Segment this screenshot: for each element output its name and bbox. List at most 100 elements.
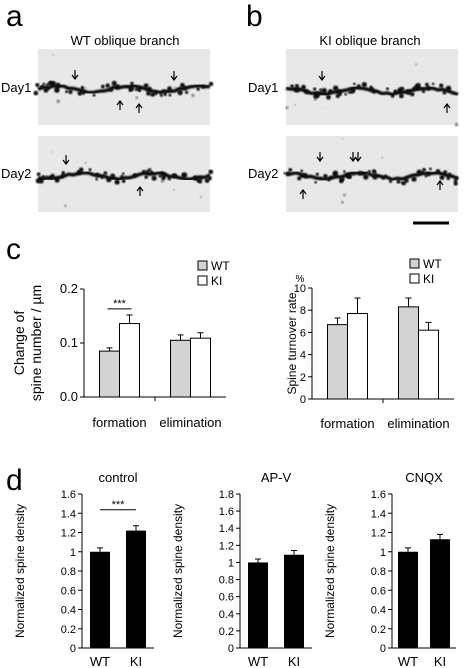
bar-wt-formation (99, 350, 120, 398)
category-label: KI (288, 654, 300, 668)
y-tick-label: 0.4 (61, 605, 76, 617)
y-axis-label: spine number / µm (28, 285, 44, 401)
bar-ki-elimination (190, 337, 211, 398)
chart-d-control: 0 0.2 0.4 0.6 0.8 1 1.2 1.4 1.6 WT KI control Normal… (13, 470, 154, 668)
bar-ki-formation (119, 323, 140, 398)
panel-b-title: KI oblique branch (319, 33, 420, 48)
chart-title: CNQX (405, 470, 443, 485)
dendrite-ki-day1 (285, 63, 459, 127)
y-tick-label: 0.2 (60, 281, 78, 296)
y-axis-label: Spine turnover rate (285, 292, 299, 394)
legend-label-wt: WT (423, 257, 442, 271)
legend-label-ki: KI (211, 274, 222, 288)
category-label: elimination (387, 416, 449, 431)
chart-title: AP-V (261, 470, 292, 485)
y-tick-label: 1.4 (371, 508, 386, 520)
spine-arrow-icon (71, 70, 79, 80)
micrograph-group (38, 49, 458, 212)
spine-arrow-icon (349, 152, 357, 162)
y-tick-label: 1.4 (61, 508, 76, 520)
bar-ki (126, 530, 146, 648)
y-tick-label: 1.2 (371, 528, 386, 540)
y-tick-label: 4 (300, 350, 306, 362)
panel-letter-c: c (6, 233, 21, 266)
y-tick-label: 1.2 (61, 528, 76, 540)
bar-wt-formation (327, 324, 348, 400)
row-label-wt-day1: Day1 (1, 80, 31, 95)
category-label: KI (434, 654, 446, 668)
bar-ki (430, 539, 450, 648)
y-tick-label: 2 (300, 372, 306, 384)
category-label: formation (320, 416, 374, 431)
row-label-wt-day2: Day2 (1, 166, 31, 181)
legend-swatch-ki (409, 273, 420, 284)
y-tick-label: 0.2 (371, 624, 386, 636)
category-label: WT (90, 654, 110, 668)
y-tick-label: 1.6 (61, 489, 76, 501)
category-label: WT (248, 654, 268, 668)
y-tick-label: 0.1 (60, 335, 78, 350)
y-tick-label: 0.6 (61, 585, 76, 597)
legend-label-wt: WT (211, 259, 230, 273)
panel-letter-a: a (6, 0, 23, 33)
y-tick-label: 0 (380, 643, 386, 655)
y-tick-label: 10 (294, 283, 306, 295)
y-axis-label: Normalized spine density (171, 504, 185, 638)
bar-wt-elimination (398, 306, 419, 400)
y-tick-label: 1 (380, 547, 386, 559)
panel-a-title: WT oblique branch (71, 33, 180, 48)
y-tick-label: 0 (70, 643, 76, 655)
y-tick-label: 1.2 (219, 540, 234, 552)
category-label: WT (398, 654, 418, 668)
bar-wt (90, 551, 110, 648)
y-tick-label: 0.8 (371, 566, 386, 578)
y-axis-label: Normalized spine density (323, 504, 337, 638)
unit-label: % (296, 274, 305, 285)
spine-arrow-icon (354, 152, 362, 162)
bar-ki (284, 554, 304, 648)
y-tick-label: 0.4 (219, 609, 234, 621)
spine-arrow-icon (170, 71, 178, 81)
dendrite-wt-day1 (33, 53, 214, 103)
y-tick-label: 0.8 (219, 575, 234, 587)
spine-arrow-icon (318, 71, 326, 81)
y-tick-label: 0 (228, 643, 234, 655)
y-tick-label: 0.8 (61, 566, 76, 578)
dendrite-wt-day2 (35, 151, 214, 208)
spine-arrow-icon (436, 180, 444, 190)
y-tick-label: 0.0 (60, 389, 78, 404)
y-tick-label: 1.6 (219, 506, 234, 518)
y-tick-label: 0 (300, 394, 306, 406)
spine-arrow-icon (135, 103, 143, 113)
y-tick-label: 1.4 (219, 523, 234, 535)
spine-arrow-icon (443, 103, 451, 113)
bar-wt (398, 551, 418, 648)
row-label-ki-day1: Day1 (248, 80, 278, 95)
spine-arrow-icon (136, 186, 144, 196)
y-tick-label: 1 (70, 547, 76, 559)
row-label-ki-day2: Day2 (248, 166, 278, 181)
significance-label: *** (112, 499, 126, 511)
category-label: KI (130, 654, 142, 668)
y-tick-label: 1.8 (219, 489, 234, 501)
legend-swatch-wt (197, 260, 208, 271)
panel-letter-b: b (246, 0, 263, 33)
panel-letter-d: d (6, 464, 23, 497)
category-label: formation (92, 415, 146, 430)
y-tick-label: 8 (300, 305, 306, 317)
chart-d-apv: 0 0.2 0.4 0.6 0.8 1 1.2 1.4 1.6 1.8 WT KI AP-V Normal… (171, 470, 312, 668)
legend-label-ki: KI (423, 272, 434, 286)
y-tick-label: 0.2 (61, 624, 76, 636)
y-axis-label: Normalized spine density (13, 504, 27, 638)
bar-ki-formation (347, 313, 368, 400)
bar-wt (248, 562, 268, 648)
y-tick-label: 0.2 (219, 626, 234, 638)
legend-swatch-ki (197, 275, 208, 286)
spine-arrow-icon (299, 189, 307, 199)
y-tick-label: 1.6 (371, 489, 386, 501)
y-tick-label: 0.6 (371, 585, 386, 597)
significance-label: *** (113, 298, 127, 310)
